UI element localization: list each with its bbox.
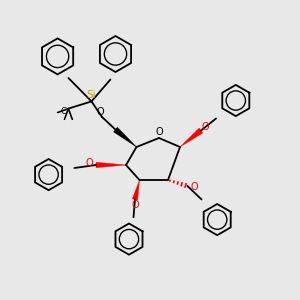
Text: O: O (85, 158, 93, 168)
Polygon shape (96, 162, 126, 168)
Polygon shape (114, 127, 136, 147)
Text: O: O (201, 122, 209, 133)
Text: Si: Si (87, 90, 96, 100)
Text: O: O (97, 106, 104, 117)
Text: O: O (190, 182, 198, 193)
Polygon shape (132, 180, 140, 200)
Text: O: O (131, 200, 139, 211)
Polygon shape (180, 128, 203, 147)
Text: C: C (61, 106, 67, 116)
Text: O: O (155, 127, 163, 137)
